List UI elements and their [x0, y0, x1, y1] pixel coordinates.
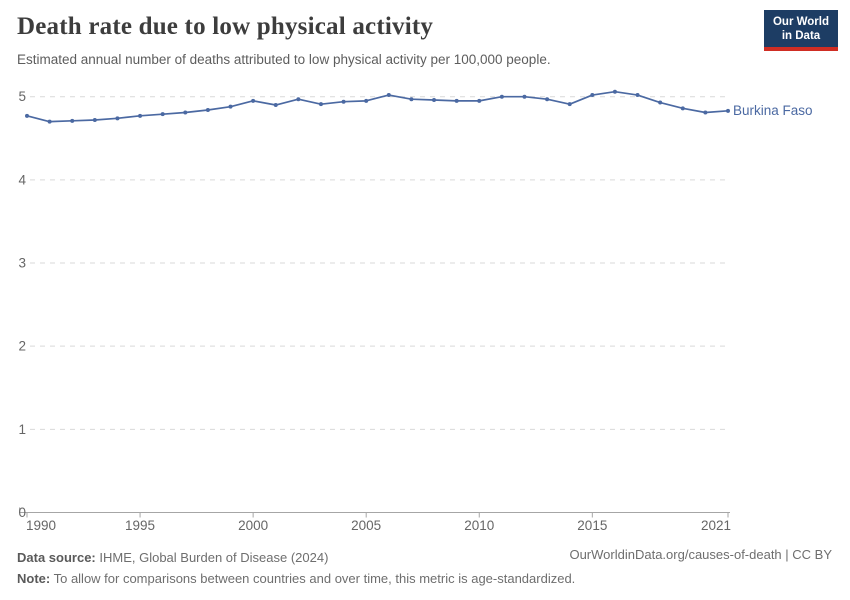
data-point[interactable] [386, 93, 391, 98]
data-point[interactable] [160, 112, 165, 117]
y-tick-label: 0 [18, 505, 26, 520]
data-point[interactable] [409, 97, 414, 102]
data-point[interactable] [635, 93, 640, 98]
data-point[interactable] [680, 106, 685, 111]
data-point[interactable] [612, 89, 617, 94]
data-point[interactable] [296, 97, 301, 102]
data-point[interactable] [205, 108, 210, 113]
y-tick-label: 4 [18, 172, 26, 187]
data-point[interactable] [454, 98, 459, 103]
data-point[interactable] [477, 98, 482, 103]
data-point[interactable] [228, 104, 233, 109]
data-point[interactable] [47, 119, 52, 124]
data-point[interactable] [545, 97, 550, 102]
data-point[interactable] [567, 102, 572, 107]
page-title: Death rate due to low physical activity [17, 13, 434, 40]
data-point[interactable] [590, 93, 595, 98]
owid-logo-line2: in Data [781, 30, 821, 42]
data-point[interactable] [273, 103, 278, 108]
data-point[interactable] [138, 113, 143, 118]
data-point[interactable] [251, 98, 256, 103]
series-end-label[interactable]: Burkina Faso [733, 102, 813, 118]
data-source-line: Data source: IHME, Global Burden of Dise… [17, 547, 575, 568]
data-point[interactable] [318, 102, 323, 107]
owid-logo[interactable]: Our World in Data [764, 10, 838, 51]
data-point[interactable] [703, 110, 708, 115]
data-point[interactable] [341, 99, 346, 104]
data-point[interactable] [522, 94, 527, 99]
data-source-label: Data source: [17, 550, 96, 565]
data-point[interactable] [499, 94, 504, 99]
x-tick-label: 2000 [238, 518, 268, 533]
x-tick-label: 2015 [577, 518, 607, 533]
footer-link[interactable]: OurWorldinData.org/causes-of-death | CC … [569, 547, 832, 562]
footer-left: Data source: IHME, Global Burden of Dise… [17, 547, 575, 589]
y-tick-label: 3 [18, 256, 26, 271]
note-value: To allow for comparisons between countri… [50, 571, 576, 586]
data-source-value: IHME, Global Burden of Disease (2024) [95, 550, 329, 565]
data-point[interactable] [25, 113, 29, 118]
note-line: Note: To allow for comparisons between c… [17, 568, 575, 589]
data-point[interactable] [432, 98, 437, 103]
y-tick-label: 1 [18, 422, 26, 437]
data-point[interactable] [183, 110, 188, 115]
data-point[interactable] [726, 108, 730, 113]
y-tick-label: 2 [18, 339, 26, 354]
data-point[interactable] [92, 117, 97, 122]
data-point[interactable] [658, 100, 663, 105]
y-tick-label: 5 [18, 89, 26, 104]
x-tick-label: 2021 [701, 518, 731, 533]
data-line[interactable] [26, 90, 729, 123]
x-tick-label: 2005 [351, 518, 381, 533]
x-tick-label: 1995 [125, 518, 155, 533]
note-label: Note: [17, 571, 51, 586]
x-tick-label: 2010 [464, 518, 494, 533]
chart-subtitle: Estimated annual number of deaths attrib… [17, 52, 551, 67]
x-tick-label: 1990 [26, 518, 56, 533]
data-point[interactable] [70, 118, 75, 123]
data-point[interactable] [364, 98, 369, 103]
owid-logo-line1: Our World [772, 16, 829, 28]
data-point[interactable] [115, 116, 120, 121]
